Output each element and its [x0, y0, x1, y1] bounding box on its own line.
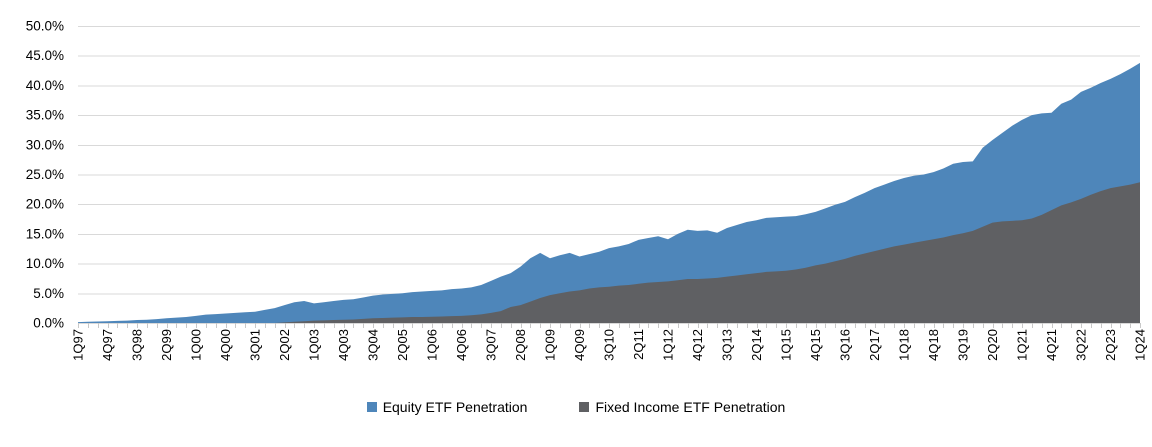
svg-text:4Q15: 4Q15	[808, 329, 823, 361]
svg-text:4Q03: 4Q03	[336, 329, 351, 361]
x-axis-ticks	[78, 323, 1141, 328]
svg-text:3Q10: 3Q10	[602, 329, 617, 361]
y-axis-labels: 0.0% 5.0% 10.0% 15.0% 20.0% 25.0% 30.0% 35.0% 40…	[26, 19, 64, 331]
svg-text:2Q02: 2Q02	[277, 329, 292, 361]
legend-swatch-equity-icon	[366, 402, 377, 412]
svg-text:2Q23: 2Q23	[1103, 329, 1118, 361]
svg-text:15.0%: 15.0%	[26, 226, 64, 241]
svg-text:4Q00: 4Q00	[218, 329, 233, 361]
svg-text:2Q17: 2Q17	[867, 329, 882, 361]
svg-text:2Q11: 2Q11	[631, 329, 646, 360]
svg-text:4Q21: 4Q21	[1044, 329, 1059, 361]
svg-text:1Q97: 1Q97	[71, 329, 86, 361]
svg-text:25.0%: 25.0%	[26, 167, 64, 182]
svg-text:4Q06: 4Q06	[454, 329, 469, 361]
svg-text:3Q22: 3Q22	[1074, 329, 1089, 361]
legend-label-fixed-income: Fixed Income ETF Penetration	[595, 399, 786, 415]
svg-text:2Q14: 2Q14	[749, 329, 764, 361]
svg-text:10.0%: 10.0%	[26, 256, 64, 271]
legend-item-equity: Equity ETF Penetration	[366, 399, 528, 415]
svg-text:3Q13: 3Q13	[720, 329, 735, 361]
svg-text:20.0%: 20.0%	[26, 197, 64, 212]
svg-text:3Q01: 3Q01	[248, 329, 263, 361]
area-fixed-income	[78, 182, 1140, 323]
svg-text:2Q99: 2Q99	[159, 329, 174, 361]
svg-text:4Q18: 4Q18	[926, 329, 941, 361]
svg-text:3Q16: 3Q16	[838, 329, 853, 361]
svg-text:1Q18: 1Q18	[897, 329, 912, 361]
svg-text:1Q15: 1Q15	[779, 329, 794, 361]
legend-label-equity: Equity ETF Penetration	[382, 399, 528, 415]
svg-text:3Q04: 3Q04	[366, 329, 381, 361]
svg-text:5.0%: 5.0%	[33, 286, 64, 301]
svg-text:1Q24: 1Q24	[1133, 329, 1148, 361]
svg-text:2Q20: 2Q20	[985, 329, 1000, 361]
svg-text:45.0%: 45.0%	[26, 48, 64, 63]
svg-text:3Q98: 3Q98	[130, 329, 145, 361]
svg-text:3Q07: 3Q07	[484, 329, 499, 361]
x-axis-labels: 1Q97 4Q97 3Q98 2Q99 1Q00 4Q00 3Q01 2Q02 1Q03 4Q03…	[71, 329, 1148, 361]
svg-text:1Q09: 1Q09	[543, 329, 558, 361]
legend-swatch-fixed-income-icon	[579, 402, 590, 412]
svg-text:50.0%: 50.0%	[26, 19, 64, 34]
svg-text:4Q12: 4Q12	[690, 329, 705, 361]
svg-text:35.0%: 35.0%	[26, 108, 64, 123]
svg-text:0.0%: 0.0%	[33, 316, 64, 331]
svg-text:30.0%: 30.0%	[26, 137, 64, 152]
legend: Equity ETF Penetration Fixed Income ETF …	[0, 399, 1152, 415]
svg-text:1Q12: 1Q12	[661, 329, 676, 361]
svg-text:4Q97: 4Q97	[100, 329, 115, 361]
legend-item-fixed-income: Fixed Income ETF Penetration	[579, 399, 785, 415]
svg-text:1Q06: 1Q06	[425, 329, 440, 361]
svg-text:3Q19: 3Q19	[956, 329, 971, 361]
svg-text:40.0%: 40.0%	[26, 78, 64, 93]
svg-text:4Q09: 4Q09	[572, 329, 587, 361]
svg-text:1Q03: 1Q03	[307, 329, 322, 361]
svg-text:1Q00: 1Q00	[189, 329, 204, 361]
svg-text:2Q08: 2Q08	[513, 329, 528, 361]
gridlines	[78, 26, 1140, 324]
svg-text:2Q05: 2Q05	[395, 329, 410, 361]
svg-text:1Q21: 1Q21	[1015, 329, 1030, 361]
